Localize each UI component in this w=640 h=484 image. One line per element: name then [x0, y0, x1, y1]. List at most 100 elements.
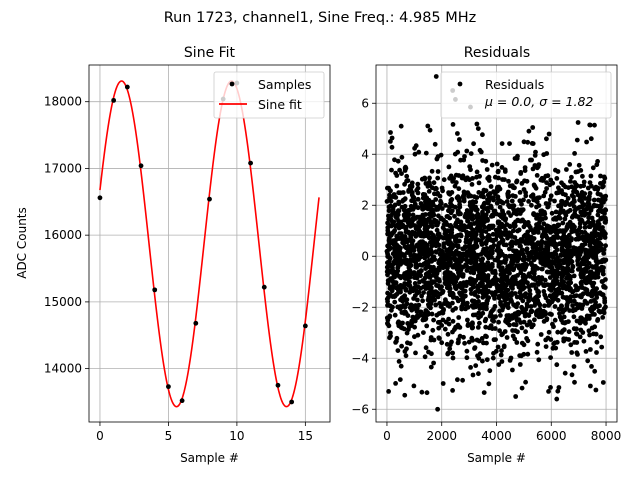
residuals-legend: Residuals μ = 0.0, σ = 1.82	[440, 71, 612, 119]
residual-point	[447, 204, 452, 210]
residual-point	[418, 268, 424, 274]
residual-point	[442, 274, 448, 280]
residual-point	[481, 220, 486, 226]
residual-point	[393, 381, 398, 386]
residual-point	[388, 333, 393, 339]
residual-point	[448, 198, 454, 203]
residual-point	[535, 308, 541, 313]
residual-point	[418, 272, 423, 278]
residual-point	[400, 260, 406, 265]
residual-point	[461, 334, 466, 340]
residual-point	[526, 271, 532, 277]
residual-point	[588, 299, 594, 304]
residual-point	[559, 228, 564, 234]
residual-point	[519, 325, 525, 331]
residual-point	[489, 225, 495, 230]
residual-point	[577, 294, 583, 299]
residual-point	[424, 390, 430, 396]
residual-point	[385, 299, 390, 304]
residual-point	[465, 190, 471, 196]
residual-point	[484, 290, 490, 296]
residual-point	[411, 195, 417, 201]
residual-point	[399, 171, 404, 177]
residual-point	[556, 385, 562, 390]
residual-point	[568, 294, 574, 300]
residual-point	[506, 193, 512, 199]
residual-point	[431, 272, 436, 278]
residual-point	[444, 252, 449, 258]
residual-point	[550, 297, 556, 303]
residual-point	[387, 314, 393, 320]
residuals-x-ticks: 0 2000 4000 6000 8000	[383, 422, 621, 443]
residual-point	[495, 243, 501, 248]
residual-point	[419, 263, 425, 268]
residual-point	[524, 336, 529, 341]
residual-point	[601, 251, 607, 256]
residuals-legend-box	[440, 71, 612, 119]
residual-point	[434, 191, 440, 197]
residual-point	[598, 247, 604, 253]
residual-point	[555, 329, 561, 335]
residual-point	[426, 189, 432, 194]
residual-point	[435, 175, 441, 181]
residual-point	[523, 329, 528, 335]
residual-point	[483, 206, 488, 212]
residual-point	[495, 286, 500, 291]
residual-point	[458, 219, 464, 225]
residual-point	[429, 224, 435, 230]
residual-point	[460, 173, 466, 179]
residual-point	[447, 346, 453, 352]
residual-point	[556, 185, 561, 191]
residual-point	[486, 325, 492, 331]
residual-point	[501, 223, 507, 229]
sine-fit-legend: Samples Sine fit	[213, 71, 325, 119]
residual-point	[453, 324, 458, 330]
residual-point	[504, 313, 510, 318]
residual-point	[387, 245, 392, 250]
residual-point	[513, 328, 518, 334]
residual-point	[392, 247, 398, 253]
residual-point	[426, 235, 432, 241]
sample-point	[97, 195, 103, 201]
residual-point	[526, 199, 531, 204]
residual-point	[502, 177, 507, 183]
residual-point	[396, 359, 402, 364]
residual-point	[396, 274, 402, 279]
residual-point	[472, 345, 478, 350]
residual-point	[535, 195, 541, 201]
residual-point	[515, 273, 520, 278]
residual-point	[493, 271, 498, 276]
residual-point	[547, 293, 553, 299]
residual-point	[566, 232, 572, 238]
sample-point	[275, 382, 281, 388]
residual-point	[413, 350, 418, 356]
residual-point	[455, 283, 461, 289]
residual-point	[510, 282, 516, 288]
residual-point	[584, 301, 590, 306]
residual-point	[573, 283, 578, 289]
residual-point	[415, 196, 421, 202]
residual-point	[498, 252, 503, 258]
residual-point	[461, 288, 466, 294]
residual-point	[567, 308, 572, 313]
residual-point	[570, 303, 575, 308]
residual-point	[481, 187, 487, 193]
residual-point	[425, 310, 431, 315]
residual-point	[563, 336, 569, 342]
residual-point	[491, 337, 497, 343]
residual-point	[415, 224, 420, 230]
residual-point	[543, 215, 548, 221]
residual-point	[530, 236, 535, 242]
residual-point	[490, 317, 495, 323]
residual-point	[535, 341, 541, 347]
residual-point	[386, 389, 391, 394]
residual-point	[433, 197, 439, 202]
residual-point	[533, 149, 538, 155]
residual-point	[452, 204, 458, 210]
residual-point	[552, 340, 558, 346]
residual-point	[507, 358, 513, 363]
residual-point	[432, 297, 437, 303]
residual-point	[546, 303, 551, 308]
residual-point	[440, 381, 446, 386]
residual-point	[416, 257, 421, 262]
